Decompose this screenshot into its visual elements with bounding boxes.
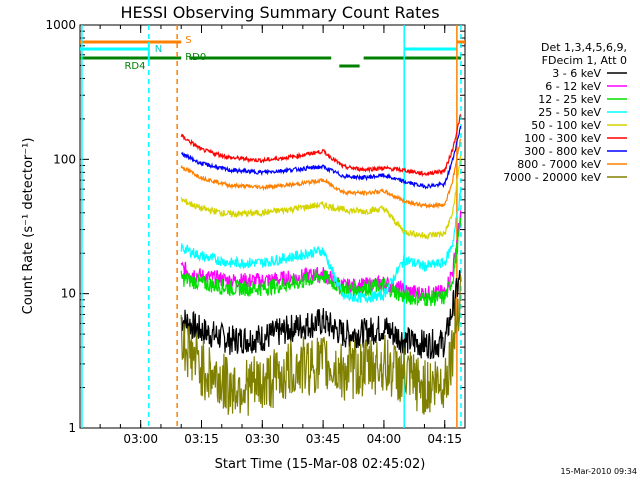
night-label: N — [155, 44, 162, 55]
series-line — [180, 138, 462, 210]
x-tick-label: 03:30 — [245, 432, 280, 446]
rd0-label: RD0 — [185, 52, 206, 63]
legend-entry-label: 25 - 50 keV — [538, 106, 601, 119]
series-line — [180, 187, 462, 304]
series-line — [180, 210, 462, 302]
plot-frame — [79, 24, 466, 429]
series-line — [180, 270, 462, 360]
legend-entry-label: 800 - 7000 keV — [517, 158, 601, 171]
series-line — [180, 155, 462, 241]
legend-entry-label: 300 - 800 keV — [524, 145, 601, 158]
x-tick-label: 04:15 — [427, 432, 462, 446]
plot-axes: 1 10 100 1000 03:00 03:15 03:30 03:45 04:00 04:15 — [45, 18, 466, 446]
flag-bars: S N RD4 RD0 — [80, 25, 465, 428]
x-axis-label: Start Time (15-Mar-08 02:45:02) — [215, 457, 426, 472]
legend-entry-label: 7000 - 20000 keV — [503, 171, 601, 184]
x-tick-label: 03:00 — [123, 432, 158, 446]
legend-entry-label: 50 - 100 keV — [531, 119, 601, 132]
x-tick-label: 04:00 — [367, 432, 402, 446]
series-line — [180, 217, 462, 307]
footer-timestamp: 15-Mar-2010 09:34 — [561, 467, 638, 476]
series-line — [180, 275, 462, 416]
series-line — [181, 125, 462, 190]
chart-title: HESSI Observing Summary Count Rates — [120, 3, 439, 22]
y-tick-label: 10 — [61, 287, 76, 301]
legend-header-line: Det 1,3,4,5,6,9, — [541, 41, 627, 54]
rd4-label: RD4 — [124, 61, 145, 72]
series-line — [180, 113, 462, 178]
y-tick-label: 1000 — [45, 18, 76, 32]
legend-header-line: FDecim 1, Att 0 — [542, 54, 627, 67]
series-lines — [180, 113, 462, 416]
legend-entry-label: 3 - 6 keV — [552, 67, 601, 80]
saa-label: S — [185, 35, 191, 46]
x-tick-label: 03:15 — [184, 432, 219, 446]
y-axis-label: Count Rate (s⁻¹ detector⁻¹) — [21, 138, 36, 315]
legend-entry-label: 12 - 25 keV — [538, 93, 601, 106]
x-tick-label: 03:45 — [306, 432, 341, 446]
legend-entry-label: 100 - 300 keV — [524, 132, 601, 145]
y-tick-label: 100 — [53, 152, 76, 166]
y-tick-label: 1 — [68, 421, 76, 435]
legend-entry-label: 6 - 12 keV — [545, 80, 601, 93]
legend: Det 1,3,4,5,6,9,FDecim 1, Att 03 - 6 keV… — [503, 41, 627, 184]
